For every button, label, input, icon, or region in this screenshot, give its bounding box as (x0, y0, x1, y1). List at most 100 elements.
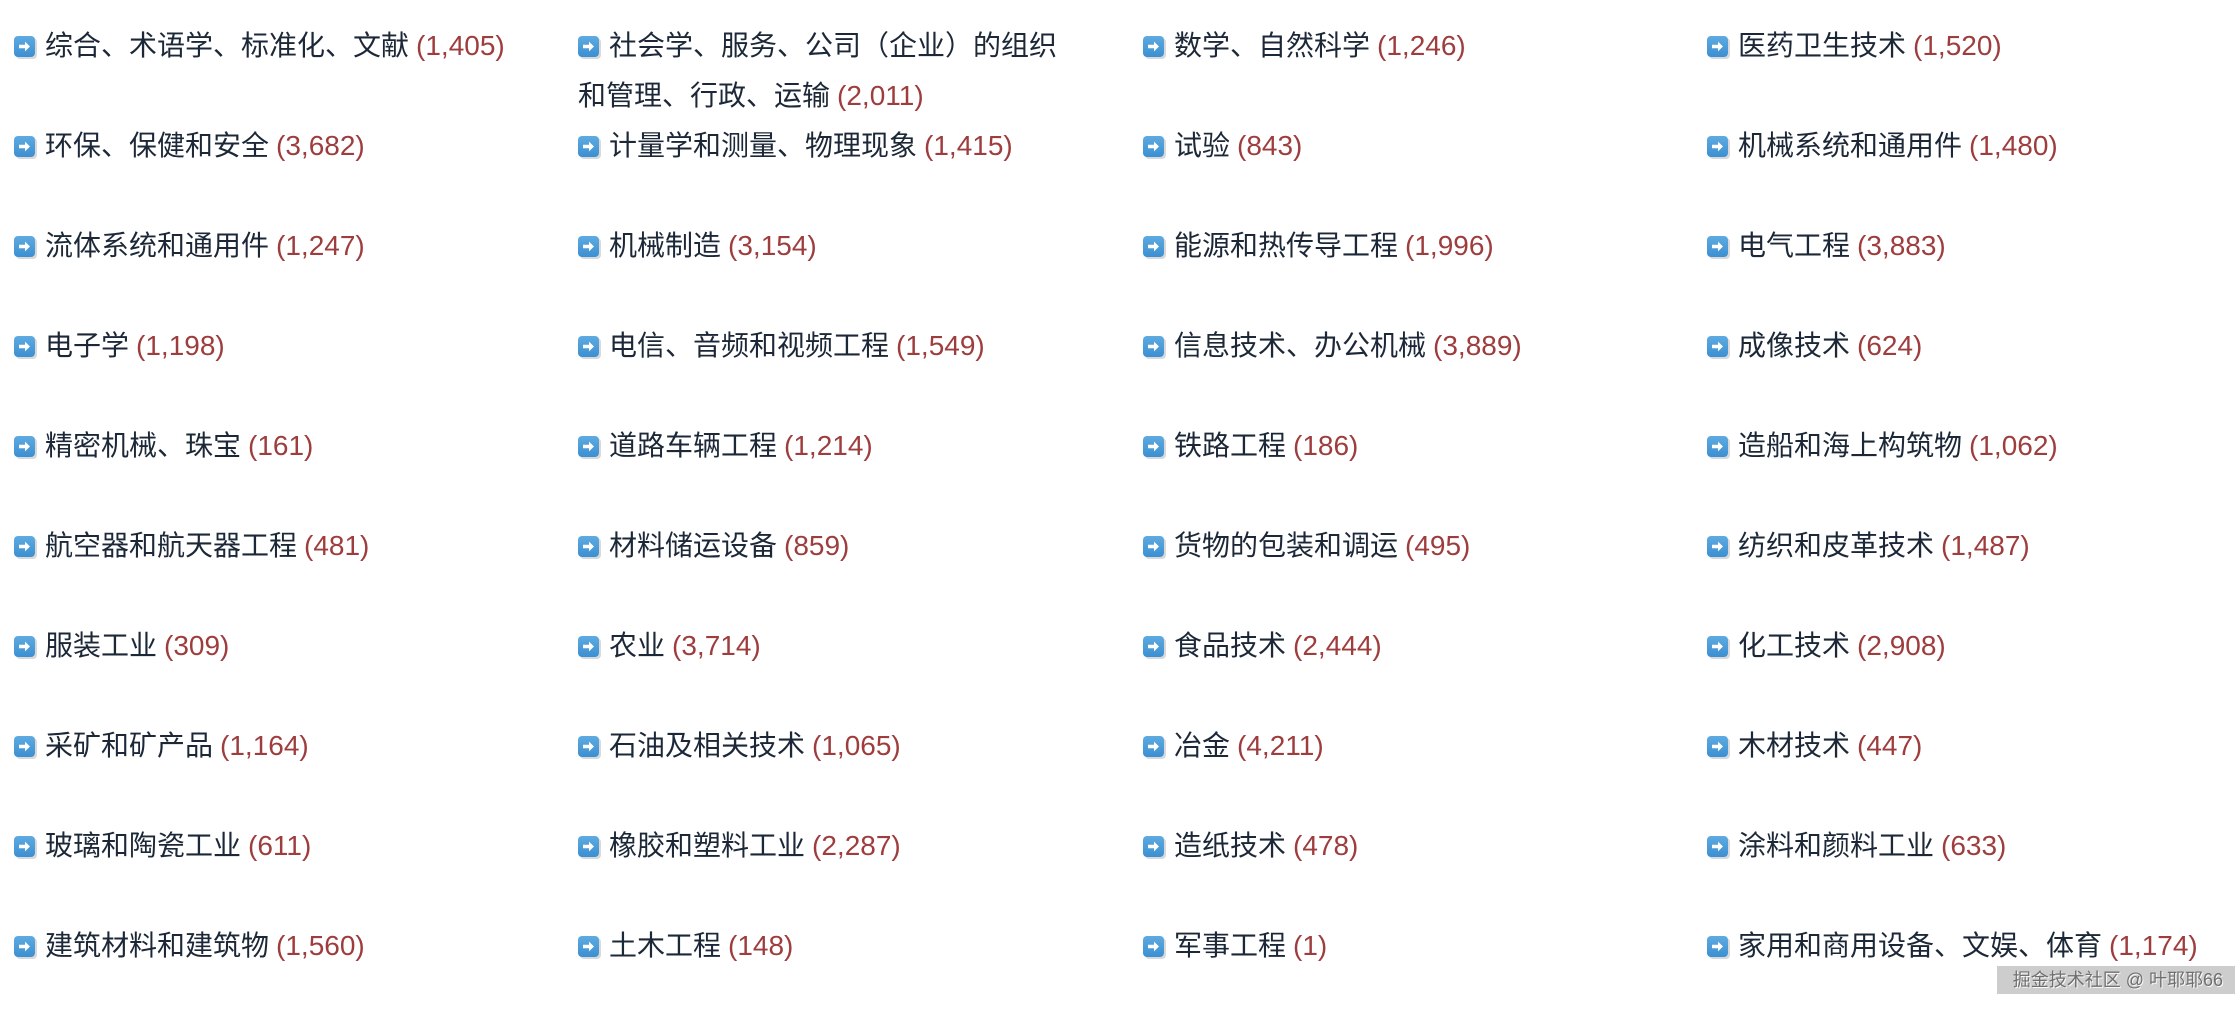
arrow-right-icon (14, 936, 35, 957)
category-count: (1,246) (1377, 30, 1466, 61)
category-link[interactable]: 精密机械、珠宝 (161) (14, 421, 578, 521)
category-link[interactable]: 服装工业 (309) (14, 621, 578, 721)
category-link[interactable]: 试验 (843) (1143, 121, 1707, 221)
category-label: 成像技术 (1738, 330, 1851, 361)
category-count: (1,487) (1941, 530, 2030, 561)
category-label: 涂料和颜料工业 (1738, 830, 1935, 861)
category-label: 铁路工程 (1174, 430, 1287, 461)
category-count: (4,211) (1237, 730, 1324, 761)
category-count: (309) (164, 630, 230, 661)
category-link[interactable]: 纺织和皮革技术 (1,487) (1707, 521, 2235, 621)
category-link[interactable]: 化工技术 (2,908) (1707, 621, 2235, 721)
category-link[interactable]: 机械制造 (3,154) (578, 221, 1143, 321)
category-link[interactable]: 木材技术 (447) (1707, 721, 2235, 821)
category-link[interactable]: 家用和商用设备、文娱、体育 (1,174) (1707, 921, 2235, 1021)
category-label: 材料储运设备 (609, 530, 778, 561)
category-count: (1) (1293, 930, 1328, 961)
category-link[interactable]: 造纸技术 (478) (1143, 821, 1707, 921)
category-link[interactable]: 材料储运设备 (859) (578, 521, 1143, 621)
category-link[interactable]: 电气工程 (3,883) (1707, 221, 2235, 321)
arrow-right-icon (578, 936, 599, 957)
arrow-right-icon (578, 836, 599, 857)
arrow-right-icon (14, 836, 35, 857)
category-label: 电子学 (45, 330, 130, 361)
arrow-right-icon (1143, 936, 1164, 957)
category-count: (3,682) (276, 130, 365, 161)
category-link[interactable]: 综合、术语学、标准化、文献 (1,405) (14, 21, 578, 121)
category-link[interactable]: 能源和热传导工程 (1,996) (1143, 221, 1707, 321)
category-count: (624) (1857, 330, 1923, 361)
arrow-right-icon (578, 36, 599, 57)
category-label: 机械系统和通用件 (1738, 130, 1963, 161)
arrow-right-icon (1143, 36, 1164, 57)
category-link[interactable]: 流体系统和通用件 (1,247) (14, 221, 578, 321)
category-link[interactable]: 食品技术 (2,444) (1143, 621, 1707, 721)
arrow-right-icon (578, 736, 599, 757)
category-count: (1,996) (1405, 230, 1494, 261)
category-label: 数学、自然科学 (1174, 30, 1371, 61)
category-count: (1,062) (1969, 430, 2058, 461)
category-label: 社会学、服务、公司（企业）的组织和管理、行政、运输 (578, 30, 1058, 111)
arrow-right-icon (1143, 136, 1164, 157)
category-label: 货物的包装和调运 (1174, 530, 1399, 561)
category-label: 服装工业 (45, 630, 158, 661)
category-label: 机械制造 (609, 230, 722, 261)
arrow-right-icon (578, 536, 599, 557)
category-link[interactable]: 军事工程 (1) (1143, 921, 1707, 1021)
category-link[interactable]: 造船和海上构筑物 (1,062) (1707, 421, 2235, 521)
category-link[interactable]: 电信、音频和视频工程 (1,549) (578, 321, 1143, 421)
category-count: (1,164) (220, 730, 309, 761)
category-count: (2,908) (1857, 630, 1946, 661)
category-link[interactable]: 农业 (3,714) (578, 621, 1143, 721)
category-label: 信息技术、办公机械 (1174, 330, 1427, 361)
category-count: (478) (1293, 830, 1359, 861)
category-link[interactable]: 信息技术、办公机械 (3,889) (1143, 321, 1707, 421)
arrow-right-icon (1143, 736, 1164, 757)
category-link[interactable]: 玻璃和陶瓷工业 (611) (14, 821, 578, 921)
arrow-right-icon (14, 36, 35, 57)
arrow-right-icon (1707, 536, 1728, 557)
category-count: (3,883) (1857, 230, 1946, 261)
category-count: (2,444) (1293, 630, 1382, 661)
category-link[interactable]: 成像技术 (624) (1707, 321, 2235, 421)
category-link[interactable]: 航空器和航天器工程 (481) (14, 521, 578, 621)
category-count: (3,889) (1433, 330, 1522, 361)
arrow-right-icon (1707, 336, 1728, 357)
category-link[interactable]: 石油及相关技术 (1,065) (578, 721, 1143, 821)
arrow-right-icon (1707, 436, 1728, 457)
category-link[interactable]: 土木工程 (148) (578, 921, 1143, 1021)
category-count: (2,011) (837, 80, 924, 111)
category-count: (161) (248, 430, 314, 461)
category-link[interactable]: 医药卫生技术 (1,520) (1707, 21, 2235, 121)
watermark: 掘金技术社区 @ 叶耶耶66 (1996, 966, 2235, 994)
category-count: (186) (1293, 430, 1359, 461)
category-count: (633) (1941, 830, 2007, 861)
category-link[interactable]: 货物的包装和调运 (495) (1143, 521, 1707, 621)
category-label: 电信、音频和视频工程 (609, 330, 890, 361)
category-link[interactable]: 橡胶和塑料工业 (2,287) (578, 821, 1143, 921)
category-count: (1,065) (812, 730, 901, 761)
category-link[interactable]: 环保、保健和安全 (3,682) (14, 121, 578, 221)
category-link[interactable]: 铁路工程 (186) (1143, 421, 1707, 521)
arrow-right-icon (14, 736, 35, 757)
category-link[interactable]: 机械系统和通用件 (1,480) (1707, 121, 2235, 221)
category-count: (1,198) (136, 330, 225, 361)
category-label: 计量学和测量、物理现象 (609, 130, 918, 161)
category-link[interactable]: 道路车辆工程 (1,214) (578, 421, 1143, 521)
category-link[interactable]: 采矿和矿产品 (1,164) (14, 721, 578, 821)
arrow-right-icon (14, 436, 35, 457)
category-count: (1,247) (276, 230, 365, 261)
category-count: (1,214) (784, 430, 873, 461)
category-link[interactable]: 冶金 (4,211) (1143, 721, 1707, 821)
category-link[interactable]: 电子学 (1,198) (14, 321, 578, 421)
category-link[interactable]: 涂料和颜料工业 (633) (1707, 821, 2235, 921)
category-count: (1,480) (1969, 130, 2058, 161)
category-link[interactable]: 社会学、服务、公司（企业）的组织和管理、行政、运输 (2,011) (578, 21, 1143, 121)
arrow-right-icon (1143, 536, 1164, 557)
category-link[interactable]: 建筑材料和建筑物 (1,560) (14, 921, 578, 1021)
category-label: 医药卫生技术 (1738, 30, 1907, 61)
category-link[interactable]: 数学、自然科学 (1,246) (1143, 21, 1707, 121)
category-link[interactable]: 计量学和测量、物理现象 (1,415) (578, 121, 1143, 221)
arrow-right-icon (1143, 336, 1164, 357)
